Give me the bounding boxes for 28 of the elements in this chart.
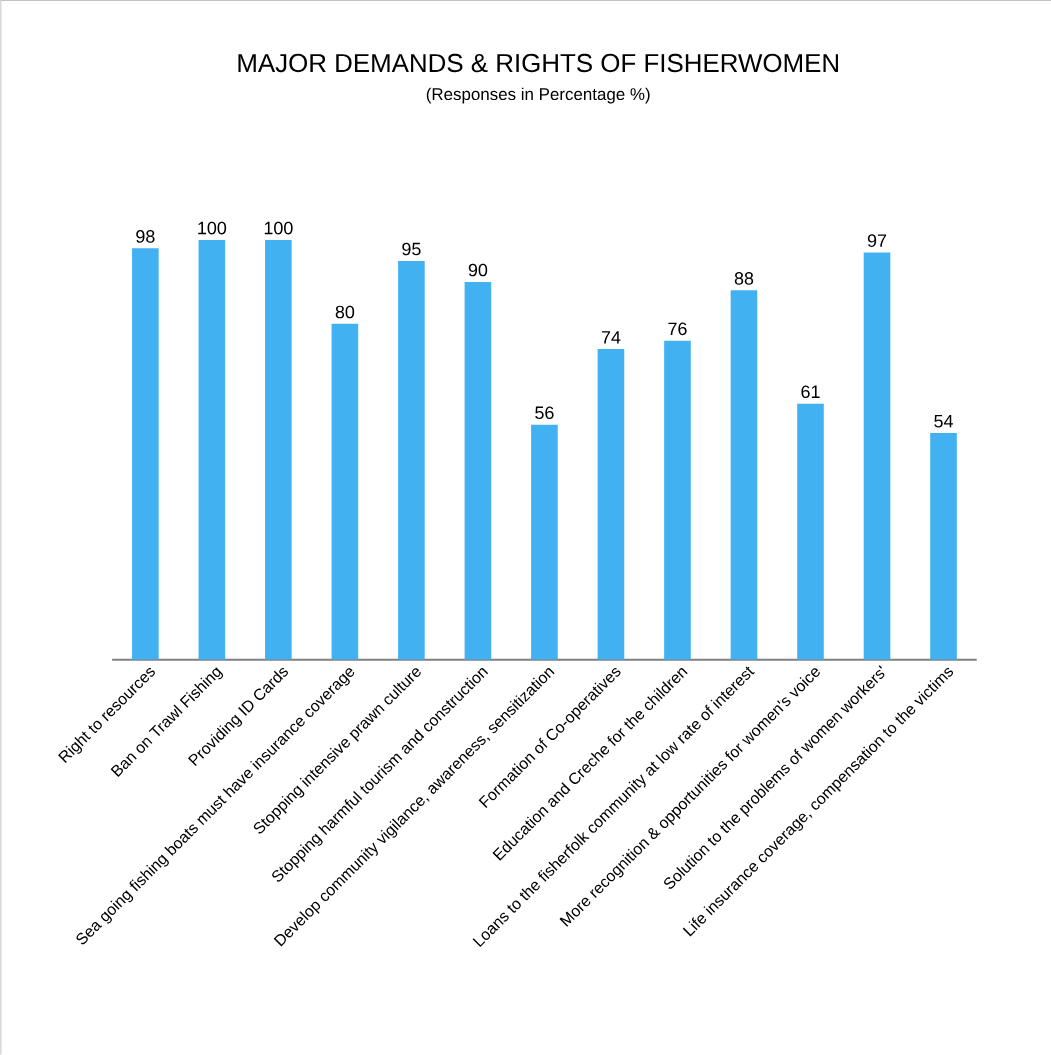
- chart-title: MAJOR DEMANDS & RIGHTS OF FISHERWOMEN: [238, 53, 838, 73]
- bar: [796, 403, 824, 660]
- data-label: 54: [934, 415, 953, 428]
- bar: [397, 260, 425, 660]
- bar: [264, 239, 292, 660]
- bar: [597, 349, 625, 660]
- bar: [663, 340, 691, 660]
- bar: [530, 424, 558, 660]
- chart-subtitle: (Responses in Percentage %): [426, 87, 650, 104]
- data-label: 76: [668, 322, 687, 336]
- data-label: 88: [734, 272, 753, 285]
- data-label: 74: [601, 331, 621, 344]
- data-label: 100: [264, 221, 293, 235]
- bar: [863, 252, 891, 660]
- data-label: 100: [198, 221, 226, 235]
- bar: [131, 248, 159, 660]
- bar: [730, 290, 758, 660]
- data-label: 56: [534, 406, 554, 420]
- data-label: 97: [867, 234, 886, 247]
- data-label: 80: [335, 305, 354, 319]
- bar: [331, 323, 358, 660]
- data-label: 98: [136, 230, 155, 243]
- data-label: 95: [402, 242, 421, 256]
- bar: [464, 281, 492, 660]
- data-label: 61: [801, 385, 820, 399]
- data-label: 90: [468, 263, 487, 277]
- bar: [198, 239, 225, 660]
- bar: [930, 433, 957, 660]
